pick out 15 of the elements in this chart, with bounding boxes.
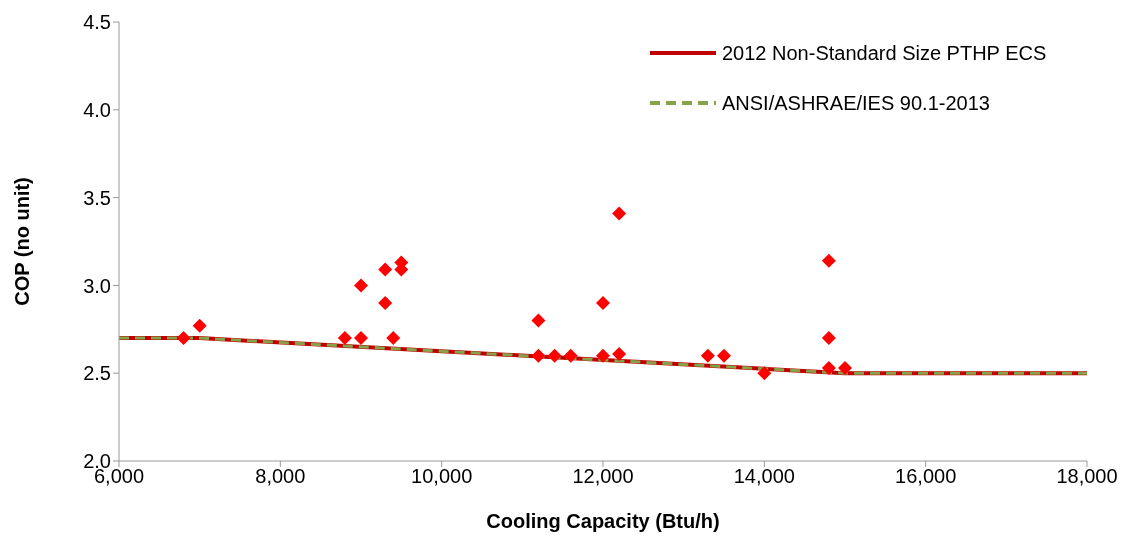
x-tick-label: 12,000 [572,465,634,488]
x-tick-label: 8,000 [255,465,306,488]
y-tick-label: 4.0 [83,98,111,121]
legend-label: 2012 Non-Standard Size PTHP ECS [722,41,1047,65]
x-tick-label: 14,000 [733,465,795,488]
y-axis-title: COP (no unit) [11,177,34,306]
y-tick-label: 3.5 [83,186,111,209]
y-tick-label: 2.5 [83,362,111,385]
x-tick-label: 16,000 [895,465,957,488]
x-axis-title: Cooling Capacity (Btu/h) [486,510,720,532]
x-tick-label: 10,000 [411,465,473,488]
x-tick-label: 18,000 [1056,465,1118,488]
y-tick-label: 4.5 [83,11,111,34]
y-tick-label: 3.0 [83,274,111,297]
legend-label: ANSI/ASHRAE/IES 90.1-2013 [722,91,990,115]
